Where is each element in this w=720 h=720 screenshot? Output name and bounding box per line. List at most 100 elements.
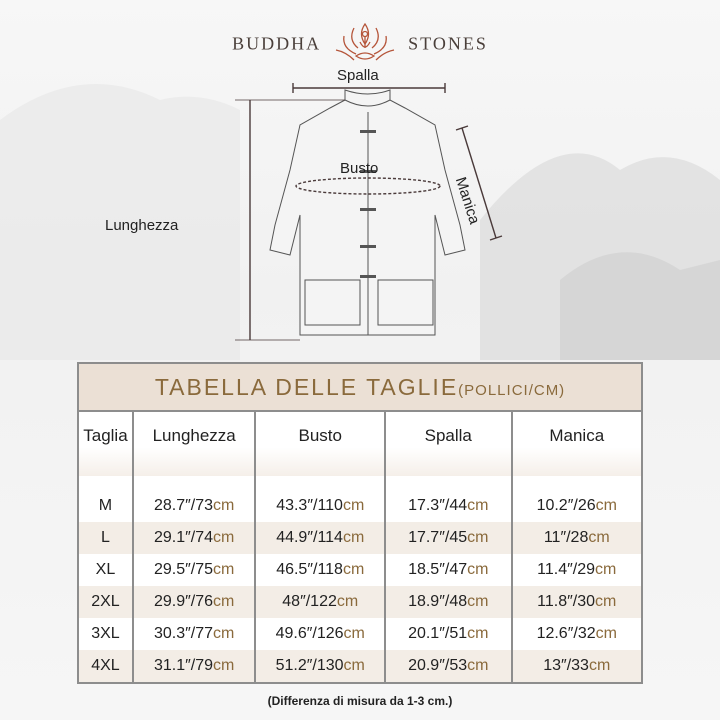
measurement-cell: 13″/33cm: [510, 650, 642, 683]
unit-label: cm: [342, 561, 365, 578]
measurement-value: 29.5″/75: [153, 561, 214, 578]
measurement-cell: 10.2″/26cm: [510, 476, 642, 522]
measurement-cell: 11.4″/29cm: [510, 554, 642, 586]
measurement-value: 11.8″/30: [537, 593, 596, 610]
unit-label: cm: [467, 593, 489, 610]
header-sleeve: Manica: [510, 411, 642, 476]
length-label: Lunghezza: [105, 217, 179, 234]
header-length: Lunghezza: [131, 411, 256, 476]
measurement-cell: 29.5″/75cm: [131, 554, 256, 586]
unit-label: cm: [213, 529, 235, 546]
shoulder-label: Spalla: [337, 67, 379, 84]
brand-name-left: BUDDHA: [232, 33, 322, 54]
size-cell: L: [78, 522, 133, 554]
unit-label: cm: [213, 625, 235, 642]
header-size: Taglia: [78, 411, 133, 476]
table-title: TABELLA DELLE TAGLIE(POLLICI/CM): [78, 363, 642, 412]
measurement-cell: 44.9″/114cm: [254, 522, 386, 554]
size-table: TABELLA DELLE TAGLIE(POLLICI/CM) Taglia …: [77, 362, 643, 684]
measurement-value: 51.2″/130: [275, 657, 344, 674]
measurement-cell: 20.9″/53cm: [384, 650, 512, 683]
table-title-text: TABELLA DELLE TAGLIE: [154, 373, 459, 400]
size-cell: 4XL: [78, 650, 133, 683]
table-title-units: (POLLICI/CM): [458, 381, 566, 399]
measurement-note: (Differenza di misura da 1-3 cm.): [267, 694, 453, 708]
measurement-value: 29.9″/76: [153, 593, 214, 610]
measurement-value: 13″/33: [543, 657, 589, 674]
measurement-cell: 11.8″/30cm: [510, 586, 642, 618]
measurement-value: 17.3″/44: [408, 497, 468, 514]
measurement-cell: 28.7″/73cm: [131, 476, 256, 522]
unit-label: cm: [467, 657, 489, 674]
measurement-value: 18.5″/47: [408, 561, 468, 578]
table-row: M 28.7″/73cm 43.3″/110cm 17.3″/44cm 10.2″/26…: [78, 476, 642, 522]
garment-diagram: [235, 83, 503, 341]
measurement-cell: 30.3″/77cm: [131, 618, 256, 650]
unit-label: cm: [342, 497, 365, 514]
unit-label: cm: [588, 529, 610, 546]
measurement-value: 49.6″/126: [275, 625, 344, 642]
measurement-cell: 46.5″/118cm: [254, 554, 386, 586]
measurement-cell: 49.6″/126cm: [254, 618, 386, 650]
measurement-value: 46.5″/118: [276, 561, 343, 578]
lotus-meditation-icon: [335, 22, 394, 61]
unit-label: cm: [467, 625, 489, 642]
measurement-cell: 17.7″/45cm: [384, 522, 512, 554]
header-chest: Busto: [254, 411, 386, 476]
measurement-value: 29.1″/74: [153, 529, 214, 546]
unit-label: cm: [343, 657, 365, 674]
size-cell: 2XL: [78, 586, 133, 618]
unit-label: cm: [336, 593, 359, 610]
unit-label: cm: [467, 529, 489, 546]
unit-label: cm: [213, 593, 235, 610]
table-row: 4XL 31.1″/79cm 51.2″/130cm 20.9″/53cm 13″/33…: [78, 650, 642, 683]
chest-label: Busto: [340, 160, 379, 177]
unit-label: cm: [595, 625, 617, 642]
size-cell: M: [98, 497, 113, 514]
unit-label: cm: [595, 593, 617, 610]
measurement-value: 18.9″/48: [408, 593, 468, 610]
measurement-value: 20.1″/51: [408, 625, 468, 642]
measurement-value: 44.9″/114: [276, 529, 343, 546]
unit-label: cm: [595, 561, 617, 578]
unit-label: cm: [467, 497, 489, 514]
unit-label: cm: [213, 561, 235, 578]
measurement-cell: 43.3″/110cm: [254, 476, 386, 522]
measurement-cell: 48″/122cm: [254, 586, 386, 618]
measurement-value: 30.3″/77: [153, 625, 214, 642]
measurement-value: 31.1″/79: [153, 657, 214, 674]
measurement-value: 43.3″/110: [276, 497, 343, 514]
measurement-value: 20.9″/53: [408, 657, 468, 674]
table-row: XL 29.5″/75cm 46.5″/118cm 18.5″/47cm 11.4″/2…: [78, 554, 642, 586]
measurement-value: 48″/122: [282, 593, 337, 610]
table-row: 2XL 29.9″/76cm 48″/122cm 18.9″/48cm 11.8″/30…: [78, 586, 642, 618]
measurement-value: 11″/28: [543, 529, 589, 546]
measurement-cell: 17.3″/44cm: [384, 476, 512, 522]
brand-name-right: STONES: [408, 33, 488, 54]
measurement-cell: 29.1″/74cm: [131, 522, 256, 554]
measurement-value: 11.4″/29: [537, 561, 596, 578]
measurement-cell: 20.1″/51cm: [384, 618, 512, 650]
header-shoulder: Spalla: [384, 411, 512, 476]
size-cell: XL: [95, 561, 116, 578]
brand-logo: BUDDHA STONES: [0, 22, 720, 66]
unit-label: cm: [342, 529, 365, 546]
measurement-cell: 18.9″/48cm: [384, 586, 512, 618]
unit-label: cm: [343, 625, 365, 642]
measurement-cell: 29.9″/76cm: [131, 586, 256, 618]
unit-label: cm: [213, 657, 235, 674]
size-cell: 3XL: [91, 625, 120, 642]
table-row: 3XL 30.3″/77cm 49.6″/126cm 20.1″/51cm 12.6″/…: [78, 618, 642, 650]
measurement-value: 28.7″/73: [153, 497, 214, 514]
unit-label: cm: [588, 657, 611, 674]
unit-label: cm: [595, 497, 617, 514]
measurement-value: 12.6″/32: [536, 625, 596, 642]
measurement-cell: 51.2″/130cm: [254, 650, 386, 683]
unit-label: cm: [467, 561, 489, 578]
measurement-cell: 12.6″/32cm: [510, 618, 642, 650]
table-row: L 29.1″/74cm 44.9″/114cm 17.7″/45cm 11″/28cm: [78, 522, 642, 554]
measurement-value: 17.7″/45: [408, 529, 468, 546]
measurement-cell: 31.1″/79cm: [131, 650, 256, 683]
